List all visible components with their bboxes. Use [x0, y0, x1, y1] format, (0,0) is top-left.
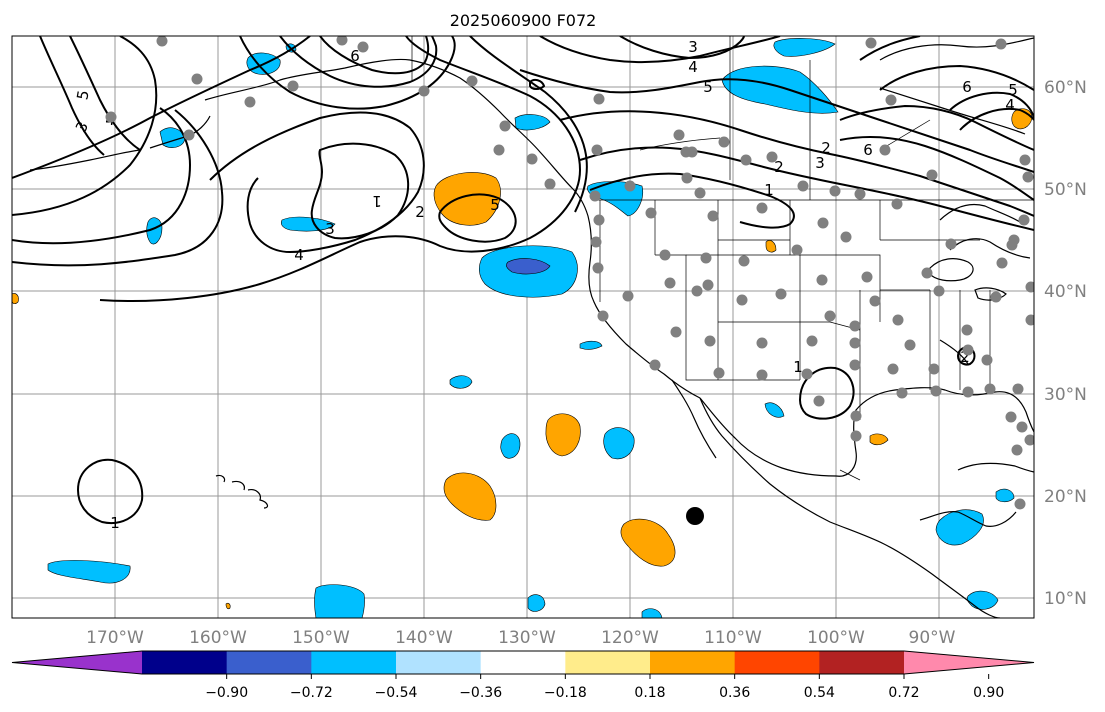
map-title: 2025060900 F072 — [450, 11, 597, 30]
contour-label: 4 — [1005, 96, 1015, 114]
colorbar-segment — [480, 651, 566, 674]
colorbar-segment — [565, 651, 651, 674]
contour-label: 4 — [688, 58, 698, 76]
lon-label: 140°W — [395, 628, 453, 648]
contour-label: 1 — [110, 514, 120, 532]
colorbar-tick-label: 0.54 — [804, 685, 835, 701]
colorbar-ticks: −0.90 −0.72 −0.54 −0.36 −0.18 0.18 0.36 0.54 0.7… — [205, 674, 1004, 701]
colorbar-tick-label: 0.18 — [634, 685, 665, 701]
longitude-axis: 170°W 160°W 150°W 140°W 130°W 120°W 110°… — [86, 628, 956, 648]
contour-label: 5 — [1008, 81, 1018, 99]
colorbar-tick-label: −0.36 — [459, 685, 502, 701]
colorbar-segment — [226, 651, 312, 674]
lat-label: 10°N — [1044, 589, 1087, 609]
lat-label: 50°N — [1044, 180, 1087, 200]
map-border — [11, 35, 1035, 619]
contour-label: 1 — [372, 192, 382, 210]
colorbar-segment — [819, 651, 905, 674]
colorbar-extend-max — [904, 651, 1034, 674]
anomaly-fills — [12, 38, 1033, 618]
contour-label: 5 — [490, 196, 500, 214]
lon-label: 100°W — [807, 628, 865, 648]
colorbar-outline — [11, 650, 1035, 675]
latitude-axis: 60°N 50°N 40°N 30°N 20°N 10°N — [1044, 78, 1087, 609]
contour-label: 4 — [294, 246, 304, 264]
borders — [411, 36, 1034, 481]
contour-label: 6 — [863, 141, 873, 159]
lon-label: 150°W — [292, 628, 350, 648]
lon-label: 90°W — [909, 628, 956, 648]
colorbar-tick-label: 0.36 — [719, 685, 750, 701]
contour-label: 2 — [960, 348, 970, 366]
colorbar-tick-label: −0.18 — [544, 685, 587, 701]
contour-label: 5 — [703, 78, 713, 96]
contour-label: 3 — [815, 154, 825, 172]
contour-label: 6 — [962, 78, 972, 96]
contour-label: 1 — [764, 181, 774, 199]
station-markers — [105, 36, 1034, 510]
colorbar-tick-label: −0.54 — [375, 685, 418, 701]
contour-label: 2 — [415, 203, 425, 221]
colorbar-segment — [650, 651, 736, 674]
lon-label: 110°W — [704, 628, 762, 648]
colorbar-segment — [396, 651, 482, 674]
contour-label: 3 — [325, 220, 335, 238]
storm-center-marker — [686, 507, 704, 525]
contour-label: 6 — [350, 47, 360, 65]
lat-label: 30°N — [1044, 385, 1087, 405]
contour-label: 2 — [774, 158, 784, 176]
colorbar-segment — [734, 651, 820, 674]
lon-label: 130°W — [498, 628, 556, 648]
colorbar-tick-label: 0.72 — [888, 685, 919, 701]
lat-label: 40°N — [1044, 282, 1087, 302]
contour-label: 5 — [73, 89, 92, 102]
contour-label: 2 — [821, 139, 831, 157]
coastlines — [29, 37, 1034, 618]
contours — [12, 36, 1034, 524]
colorbar-segment — [311, 651, 397, 674]
colorbar-tick-label: −0.72 — [290, 685, 333, 701]
contour-label: 1 — [793, 358, 803, 376]
colorbar-tick-label: 0.90 — [973, 685, 1004, 701]
lat-label: 60°N — [1044, 78, 1087, 98]
lon-label: 170°W — [86, 628, 144, 648]
lon-label: 160°W — [189, 628, 247, 648]
lon-label: 120°W — [601, 628, 659, 648]
colorbar — [11, 650, 1035, 675]
colorbar-tick-label: −0.90 — [205, 685, 248, 701]
contour-label: 3 — [688, 38, 698, 56]
colorbar-extend-min — [12, 651, 142, 674]
map-layers: 6 5 4 3 2 1 6 5 4 3 2 1 6 5 4 3 2 1 4 5 … — [12, 36, 1034, 618]
lat-label: 20°N — [1044, 487, 1087, 507]
colorbar-segment — [142, 651, 228, 674]
